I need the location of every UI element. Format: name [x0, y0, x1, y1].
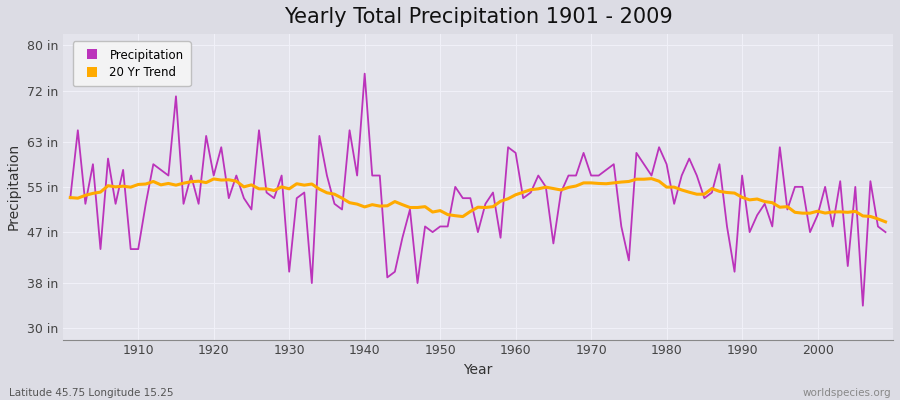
X-axis label: Year: Year — [464, 363, 492, 377]
Title: Yearly Total Precipitation 1901 - 2009: Yearly Total Precipitation 1901 - 2009 — [284, 7, 672, 27]
Text: Latitude 45.75 Longitude 15.25: Latitude 45.75 Longitude 15.25 — [9, 388, 174, 398]
Y-axis label: Precipitation: Precipitation — [7, 143, 21, 230]
Legend: Precipitation, 20 Yr Trend: Precipitation, 20 Yr Trend — [73, 42, 191, 86]
Text: worldspecies.org: worldspecies.org — [803, 388, 891, 398]
